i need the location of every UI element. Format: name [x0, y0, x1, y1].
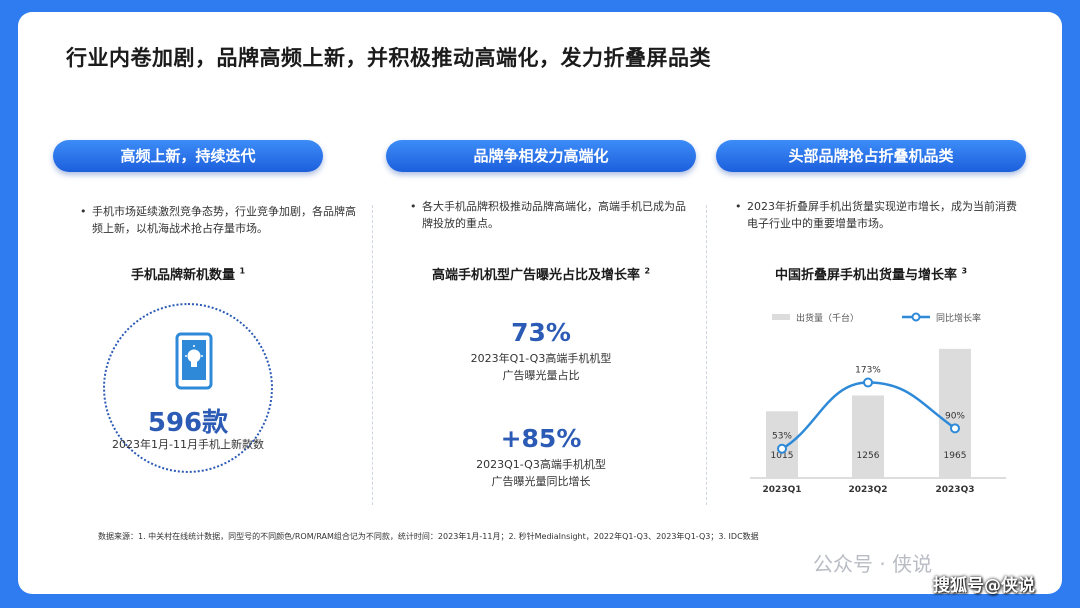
bullet-text-1: • 手机市场延续激烈竞争态势，行业竞争加剧，各品牌高频上新，以机海战术抢占存量市… [80, 203, 362, 237]
subtitle-text: 中国折叠屏手机出货量与增长率 [774, 268, 957, 283]
bar-value-label: 1256 [857, 451, 880, 461]
bullet-content: 各大手机品牌积极推动品牌高端化，高端手机已成为品牌投放的重点。 [422, 200, 686, 230]
new-models-caption: 2023年1月-11月手机上新款数 [112, 438, 264, 451]
subtitle-text: 手机品牌新机数量 [130, 268, 235, 283]
subtitle-2: 高端手机机型广告曝光占比及增长率 2 [386, 264, 696, 283]
column-divider [706, 205, 707, 505]
smartphone-lightbulb-icon [175, 332, 213, 390]
watermark-sohu: 搜狐号@侠说 [933, 576, 1035, 596]
subtitle-1: 手机品牌新机数量 1 [53, 264, 323, 283]
legend-line-label: 同比增长率 [936, 312, 981, 324]
footnote-marker: 2 [644, 266, 651, 276]
data-source-note: 数据来源：1. 中关村在线统计数据，同型号的不同颜色/ROM/RAM组合记为不同… [98, 532, 759, 541]
stat-growth-value: +85% [500, 424, 582, 453]
caption-line: 广告曝光量同比增长 [491, 475, 591, 488]
bar-2023Q3 [939, 348, 971, 478]
bullet-text-3: • 2023年折叠屏手机出货量实现逆市增长，成为当前消费电子行业中的重要增量市场… [735, 198, 1025, 232]
bullet-dot: • [735, 200, 742, 213]
watermark-wechat: 公众号 · 侠说 [813, 552, 933, 576]
growth-value-label: 173% [855, 366, 881, 376]
section-header-2: 品牌争相发力高端化 [386, 140, 696, 172]
new-models-count: 596款 [147, 408, 229, 438]
stat-share-caption: 2023年Q1-Q3高端手机机型 广告曝光量占比 [386, 350, 696, 384]
dotted-circle [103, 303, 273, 473]
legend-bar-swatch [772, 314, 790, 320]
section-header-3: 头部品牌抢占折叠机品类 [716, 140, 1026, 172]
subtitle-3: 中国折叠屏手机出货量与增长率 3 [716, 264, 1026, 283]
footnote-marker: 3 [961, 266, 968, 276]
column-divider [372, 205, 373, 505]
bullet-text-2: • 各大手机品牌积极推动品牌高端化，高端手机已成为品牌投放的重点。 [410, 198, 692, 232]
bullet-content: 手机市场延续激烈竞争态势，行业竞争加剧，各品牌高频上新，以机海战术抢占存量市场。 [92, 205, 356, 235]
bar-value-label: 1015 [771, 451, 794, 461]
chart-legend: 出货量（千台） 同比增长率 [772, 312, 981, 324]
bar-value-label: 1965 [944, 451, 967, 461]
caption-line: 广告曝光量占比 [502, 369, 580, 382]
bar-2023Q2 [852, 395, 884, 478]
x-tick-label: 2023Q1 [763, 485, 802, 495]
growth-value-label: 90% [945, 411, 965, 421]
caption-line: 2023Q1-Q3高端手机机型 [476, 458, 606, 471]
caption-line: 2023年Q1-Q3高端手机机型 [470, 352, 612, 365]
legend-bar-label: 出货量（千台） [796, 312, 859, 324]
x-tick-label: 2023Q2 [849, 485, 888, 495]
bullet-dot: • [410, 200, 417, 213]
footnote-marker: 1 [239, 266, 246, 276]
growth-point-2023Q2 [863, 377, 873, 388]
growth-value-label: 53% [772, 432, 792, 442]
section-header-1: 高频上新，持续迭代 [53, 140, 323, 172]
bullet-dot: • [80, 205, 87, 218]
stat-share-value: 73% [511, 318, 571, 347]
subtitle-text: 高端手机机型广告曝光占比及增长率 [431, 268, 640, 283]
growth-point-2023Q3 [950, 423, 960, 434]
stat-growth-caption: 2023Q1-Q3高端手机机型 广告曝光量同比增长 [386, 456, 696, 490]
foldable-shipments-chart: 出货量（千台） 同比增长率 1015 2023Q1 1256 2023Q2 1965 20… [750, 312, 1006, 495]
page-title: 行业内卷加剧，品牌高频上新，并积极推动高端化，发力折叠屏品类 [66, 46, 711, 70]
bullet-content: 2023年折叠屏手机出货量实现逆市增长，成为当前消费电子行业中的重要增量市场。 [747, 200, 1017, 230]
x-tick-label: 2023Q3 [936, 485, 975, 495]
growth-point-2023Q1 [777, 443, 787, 454]
legend-line-marker [911, 312, 921, 322]
